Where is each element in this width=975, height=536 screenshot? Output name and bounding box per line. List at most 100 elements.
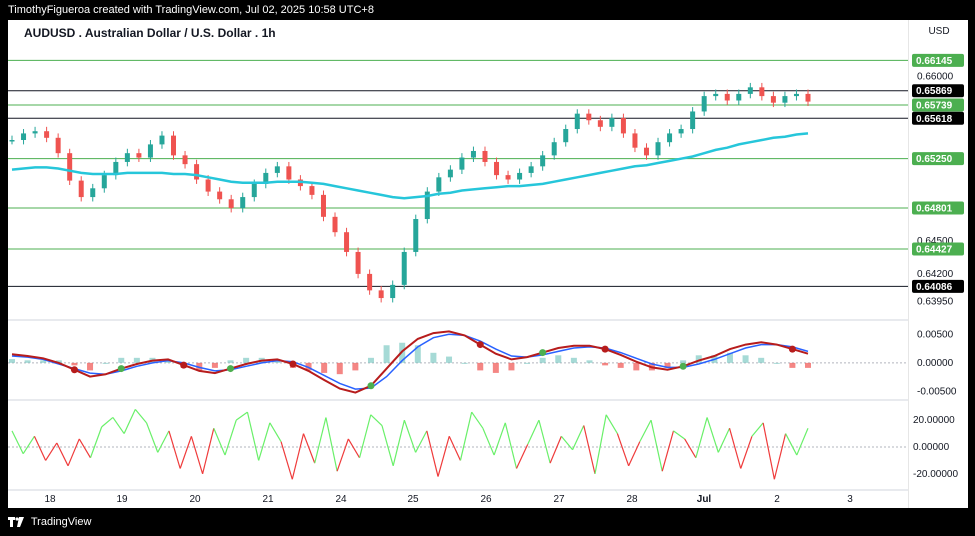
momentum-segment-65	[728, 428, 742, 469]
histogram-bar-38	[602, 362, 609, 366]
x-tick-label-4: 24	[335, 494, 347, 505]
histogram-bar-1	[24, 360, 31, 363]
price-badge-4	[912, 152, 964, 166]
momentum-segment-33	[370, 414, 383, 426]
candle-body-50	[586, 113, 592, 121]
price-axis[interactable]: USD 0.660000.652500.645000.642000.639500…	[908, 20, 968, 508]
cross-marker-23	[367, 382, 375, 390]
momentum-segment-45	[504, 422, 518, 469]
footer: TradingView	[0, 508, 975, 536]
price-badge-5	[912, 201, 964, 215]
candle-body-54	[632, 133, 638, 148]
candle-body-20	[240, 197, 246, 209]
candle-body-56	[655, 142, 661, 156]
histogram-bar-10	[165, 360, 172, 363]
cross-marker-11	[180, 361, 188, 369]
histogram-bar-23	[367, 357, 374, 363]
price-badge-2	[912, 98, 964, 112]
histogram-bar-13	[211, 362, 218, 368]
candle-body-10	[124, 153, 130, 162]
histogram-bar-47	[742, 355, 749, 363]
momentum-tick-label-2: -20.00000	[913, 469, 958, 480]
cross-marker-7	[117, 365, 125, 373]
x-tick-label-8: 28	[626, 494, 638, 505]
histogram-bar-40	[633, 362, 640, 371]
momentum-segment-27	[302, 433, 316, 464]
cross-marker-34	[539, 349, 547, 357]
candle-body-15	[182, 155, 188, 165]
axis-svg: 0.66000 0.65250 0.64500 0.64200 0.63950 0.661…	[912, 53, 964, 480]
price-tick-label-2: 0.64500	[917, 236, 954, 247]
momentum-segment-25	[280, 441, 293, 480]
candle-body-17	[205, 179, 211, 192]
candle-body-21	[251, 183, 257, 198]
momentum-segment-50	[560, 435, 574, 451]
cross-marker-43	[679, 362, 687, 370]
histogram-bar-43	[680, 360, 687, 363]
price-badge-label-6: 0.64427	[916, 244, 953, 255]
chart-svg[interactable]: 18 19 20 21 24 25 26 27 28 Jul 2 3	[8, 20, 908, 508]
cross-marker-50	[788, 345, 796, 353]
momentum-segment-56	[628, 441, 641, 467]
oscillator-tick-label-1: 0.00000	[917, 358, 954, 369]
x-tick-label-2: 20	[189, 494, 201, 505]
momentum-segment-47	[527, 419, 540, 445]
x-tick-label-7: 27	[553, 494, 565, 505]
candle-body-62	[724, 93, 730, 101]
momentum-segment-3	[33, 436, 47, 461]
histogram-bar-33	[524, 362, 531, 364]
histogram-bar-30	[477, 362, 484, 371]
momentum-segment-8	[89, 426, 103, 458]
x-tick-label-9: Jul	[697, 494, 712, 505]
candle-body-59	[690, 111, 696, 130]
footer-brand: TradingView	[30, 516, 92, 528]
candle-body-58	[678, 129, 684, 134]
momentum-segment-64	[717, 427, 731, 453]
momentum-segment-15	[168, 430, 181, 469]
momentum-segment-30	[336, 438, 349, 472]
histogram-bar-15	[243, 357, 250, 363]
momentum-segment-34	[381, 425, 394, 466]
histogram-bar-8	[133, 357, 140, 363]
histogram-bar-24	[383, 345, 390, 363]
momentum-segment-19	[213, 427, 226, 456]
candle-body-53	[620, 118, 626, 134]
candle-body-29	[344, 232, 350, 252]
candle-body-51	[597, 120, 603, 127]
histogram-bar-35	[555, 355, 562, 363]
price-badge-label-4: 0.65250	[916, 154, 953, 165]
price-badge-label-1: 0.65869	[916, 86, 953, 97]
candle-body-30	[355, 251, 361, 274]
momentum-segment-1	[11, 430, 24, 454]
candle-body-48	[563, 129, 569, 143]
candle-body-32	[378, 290, 384, 299]
histogram-bar-44	[695, 355, 702, 363]
histogram-bar-20	[321, 362, 328, 373]
chart-area[interactable]: 18 19 20 21 24 25 26 27 28 Jul 2 3 AUDUSD . Austral…	[8, 20, 908, 508]
price-tick-label-0: 0.66000	[917, 71, 954, 82]
momentum-segment-43	[482, 427, 495, 456]
histogram-bar-39	[617, 362, 624, 368]
candle-body-19	[228, 199, 234, 209]
price-badge-label-7: 0.64086	[916, 282, 953, 293]
candle-body-4	[55, 137, 61, 154]
candle-body-60	[701, 96, 707, 112]
momentum-segment-21	[235, 411, 248, 421]
oscillator-fast-line	[11, 330, 809, 394]
momentum-segment-4	[45, 442, 58, 461]
momentum-segment-51	[572, 425, 585, 450]
x-tick-label-3: 21	[262, 494, 274, 505]
momentum-segment-49	[549, 436, 562, 464]
candle-body-7	[90, 188, 96, 198]
candle-body-37	[436, 177, 442, 192]
x-tick-label-5: 25	[407, 494, 419, 505]
candle-body-6	[78, 180, 84, 198]
histogram-bar-29	[461, 362, 468, 364]
candle-body-23	[274, 166, 280, 173]
candle-body-61	[713, 93, 719, 97]
price-badge-0	[912, 53, 964, 67]
candle-body-66	[770, 96, 776, 103]
histogram-bar-27	[430, 352, 437, 363]
histogram-bar-28	[446, 356, 453, 363]
